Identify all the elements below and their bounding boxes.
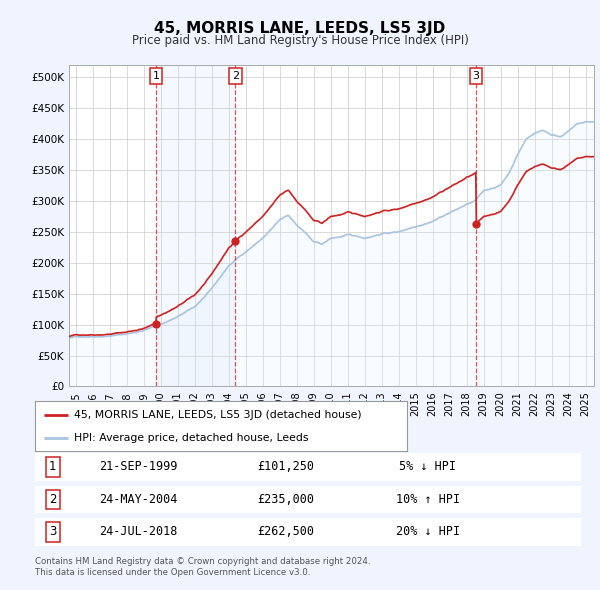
Text: 2: 2 [49,493,56,506]
Text: 24-MAY-2004: 24-MAY-2004 [100,493,178,506]
Text: 1: 1 [152,71,160,81]
Text: This data is licensed under the Open Government Licence v3.0.: This data is licensed under the Open Gov… [35,568,310,577]
Text: HPI: Average price, detached house, Leeds: HPI: Average price, detached house, Leed… [74,433,308,443]
Text: £235,000: £235,000 [257,493,314,506]
Text: 3: 3 [49,525,56,539]
Text: 1: 1 [49,460,56,474]
Text: 20% ↓ HPI: 20% ↓ HPI [396,525,460,539]
Text: Contains HM Land Registry data © Crown copyright and database right 2024.: Contains HM Land Registry data © Crown c… [35,558,370,566]
Text: 21-SEP-1999: 21-SEP-1999 [100,460,178,474]
Text: 3: 3 [473,71,479,81]
Text: £101,250: £101,250 [257,460,314,474]
Bar [156,65,235,386]
Text: Price paid vs. HM Land Registry's House Price Index (HPI): Price paid vs. HM Land Registry's House … [131,34,469,47]
Text: 24-JUL-2018: 24-JUL-2018 [100,525,178,539]
Text: 45, MORRIS LANE, LEEDS, LS5 3JD (detached house): 45, MORRIS LANE, LEEDS, LS5 3JD (detache… [74,409,361,419]
Text: 45, MORRIS LANE, LEEDS, LS5 3JD: 45, MORRIS LANE, LEEDS, LS5 3JD [154,21,446,36]
Text: £262,500: £262,500 [257,525,314,539]
Text: 5% ↓ HPI: 5% ↓ HPI [400,460,457,474]
Text: 2: 2 [232,71,239,81]
Text: 10% ↑ HPI: 10% ↑ HPI [396,493,460,506]
